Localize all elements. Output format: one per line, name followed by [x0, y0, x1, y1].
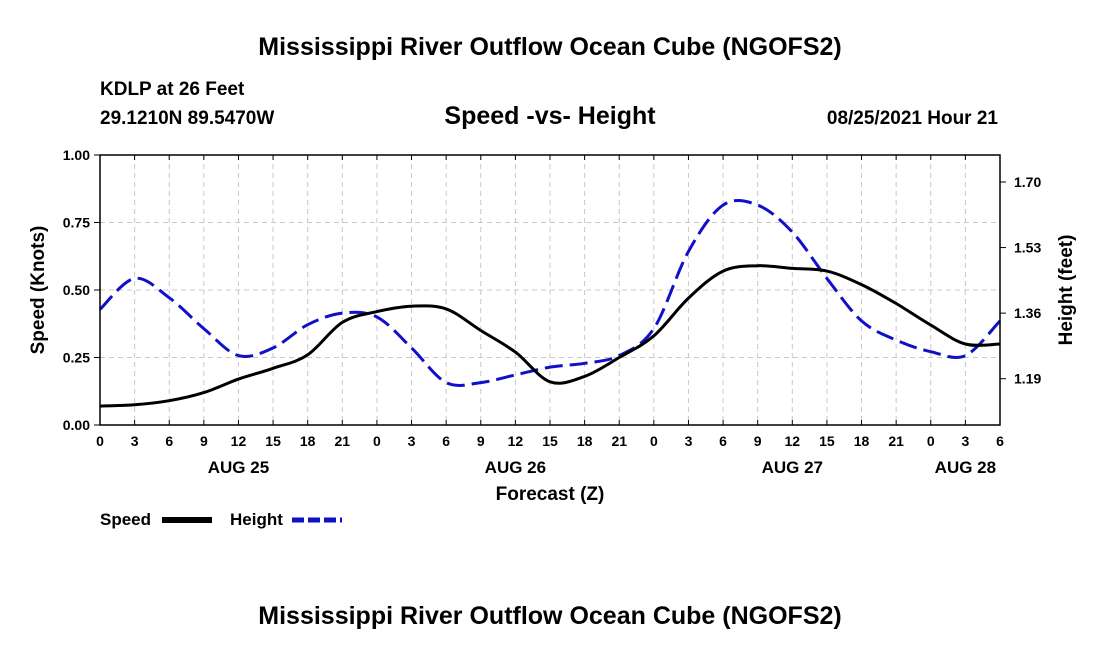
x-tick-label: 0	[927, 433, 935, 449]
station-coordinates: 29.1210N 89.5470W	[100, 108, 274, 129]
y2-axis-label: Height (feet)	[1056, 235, 1077, 346]
y2-tick-label: 1.53	[1014, 240, 1041, 256]
x-tick-label: 6	[165, 433, 173, 449]
y-tick-label: 0.75	[63, 215, 90, 231]
x-tick-label: 3	[408, 433, 416, 449]
x-tick-label: 21	[888, 433, 904, 449]
station-label: KDLP at 26 Feet	[100, 79, 245, 100]
x-tick-label: 15	[819, 433, 835, 449]
x-axis-label: Forecast (Z)	[496, 484, 605, 505]
x-tick-label: 15	[265, 433, 281, 449]
x-tick-label: 0	[650, 433, 658, 449]
speed-series-line	[99, 264, 1001, 408]
legend-label-speed: Speed	[100, 510, 151, 529]
x-tick-label: 9	[754, 433, 762, 449]
y2-tick-label: 1.19	[1014, 371, 1041, 387]
x-tick-label: 21	[611, 433, 627, 449]
grid-lines	[100, 155, 1000, 425]
day-label: AUG 25	[208, 458, 269, 477]
footer-title: Mississippi River Outflow Ocean Cube (NG…	[258, 602, 841, 630]
x-tick-label: 18	[577, 433, 593, 449]
x-tick-label: 6	[442, 433, 450, 449]
series-lines	[98, 199, 1002, 408]
x-tick-label: 3	[685, 433, 693, 449]
forecast-datetime: 08/25/2021 Hour 21	[827, 108, 999, 129]
legend: Speed Height	[100, 510, 342, 529]
x-tick-label: 12	[785, 433, 801, 449]
y-tick-label: 0.25	[63, 350, 90, 366]
x-tick-label: 3	[961, 433, 969, 449]
axes: 0 3 6 9 12 15 18 21 0 3 6 9 12 15 18 21 0 3 6 9 12 15 18 21 0 3 6A…	[63, 147, 1042, 477]
x-tick-label: 9	[200, 433, 208, 449]
x-tick-label: 21	[335, 433, 351, 449]
x-tick-label: 6	[996, 433, 1004, 449]
chart-title: Mississippi River Outflow Ocean Cube (NG…	[258, 33, 841, 61]
x-tick-label: 3	[131, 433, 139, 449]
x-tick-label: 0	[96, 433, 104, 449]
height-series-line	[98, 199, 1002, 387]
x-tick-label: 12	[231, 433, 247, 449]
day-label: AUG 27	[762, 458, 823, 477]
x-tick-label: 18	[300, 433, 316, 449]
y-tick-label: 1.00	[63, 147, 90, 163]
x-tick-label: 0	[373, 433, 381, 449]
day-label: AUG 26	[485, 458, 546, 477]
y-tick-label: 0.00	[63, 417, 90, 433]
legend-label-height: Height	[230, 510, 283, 529]
x-tick-label: 12	[508, 433, 524, 449]
x-tick-label: 18	[854, 433, 870, 449]
x-tick-label: 6	[719, 433, 727, 449]
day-label: AUG 28	[935, 458, 996, 477]
y-tick-label: 0.50	[63, 282, 90, 298]
x-tick-label: 9	[477, 433, 485, 449]
y-axis-label: Speed (Knots)	[28, 226, 49, 355]
x-tick-label: 15	[542, 433, 558, 449]
chart-subtitle: Speed -vs- Height	[444, 102, 656, 130]
y2-tick-label: 1.36	[1014, 305, 1041, 321]
y2-tick-label: 1.70	[1014, 174, 1041, 190]
